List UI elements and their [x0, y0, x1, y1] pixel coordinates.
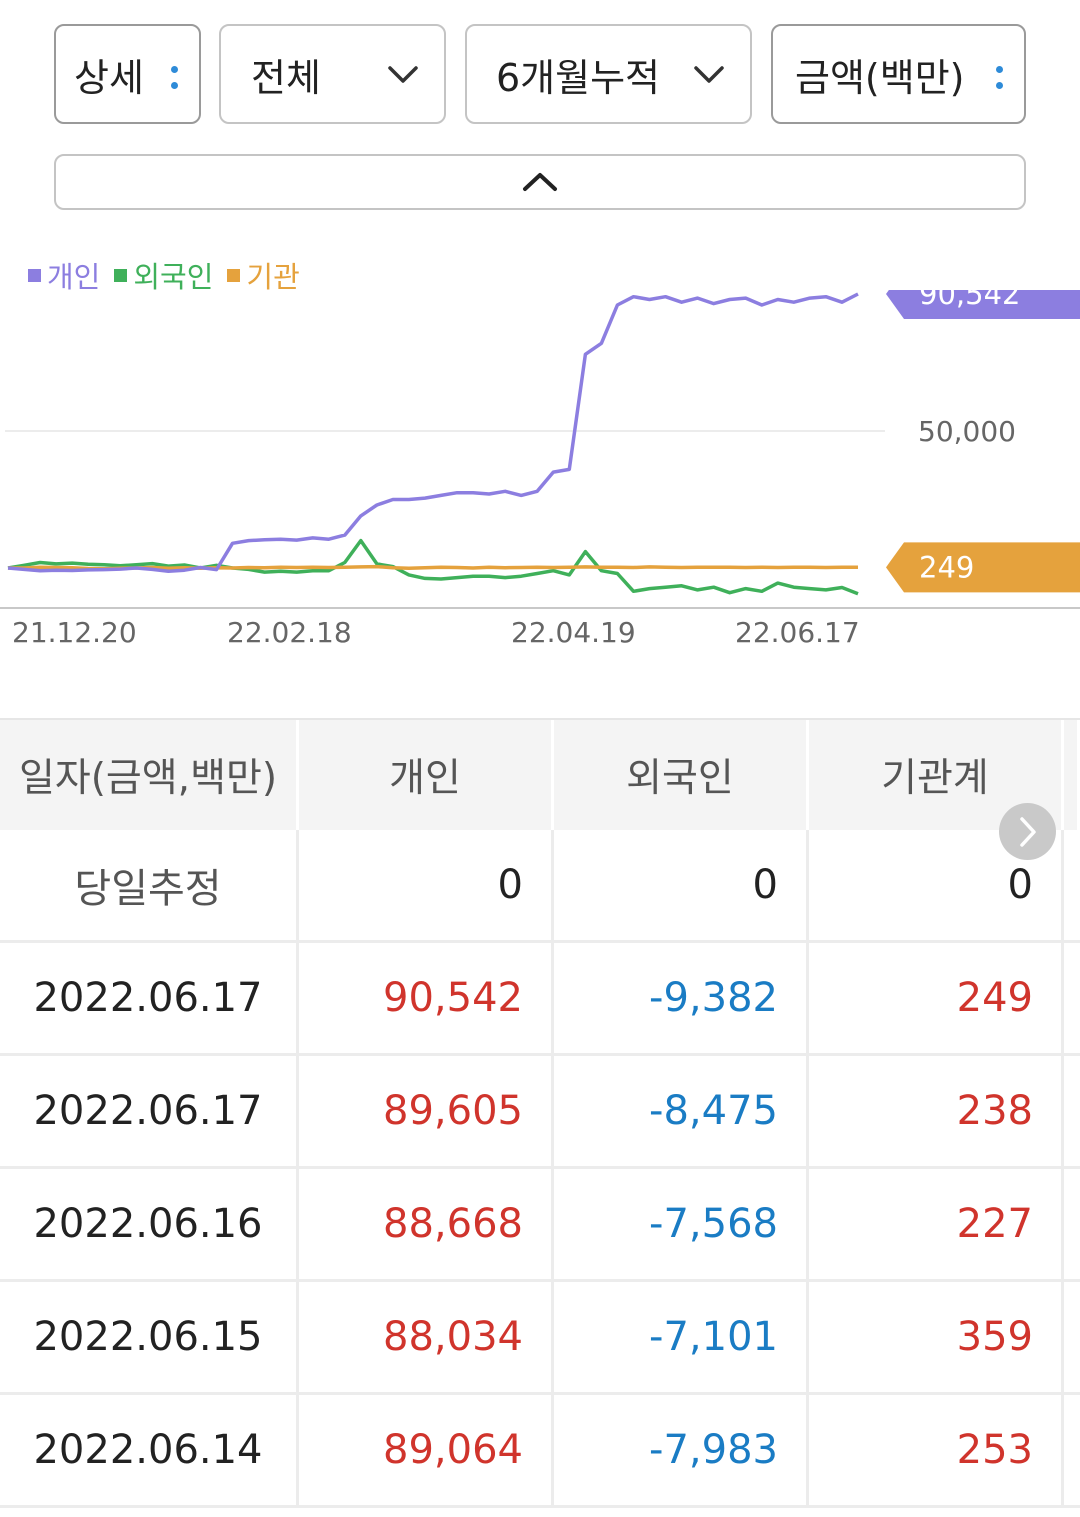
- legend-label-individual: 개인: [47, 260, 101, 294]
- table-row: 2022.06.15 88,034 -7,101 359: [0, 1282, 1080, 1395]
- header-foreign: 외국인: [554, 720, 809, 830]
- row-individual: 89,064: [299, 1395, 554, 1505]
- svg-text:90,542: 90,542: [919, 290, 1020, 311]
- chevron-right-icon: [1019, 816, 1036, 847]
- x-tick-label: 21.12.20: [12, 616, 137, 649]
- chart-legend: 개인 외국인 기관: [28, 254, 314, 296]
- investor-trend-table: 일자(금액,백만) 개인 외국인 기관계 당일추정 0 0 0 2022.06.…: [0, 718, 1080, 1508]
- last-value-badge: 90,542: [886, 290, 1080, 319]
- row-date: 2022.06.17: [0, 943, 299, 1053]
- estimate-individual: 0: [299, 830, 554, 940]
- estimate-foreign: 0: [554, 830, 809, 940]
- row-date: 2022.06.16: [0, 1169, 299, 1279]
- table-header-row: 일자(금액,백만) 개인 외국인 기관계: [0, 718, 1080, 830]
- row-date: 2022.06.17: [0, 1056, 299, 1166]
- row-foreign: -7,101: [554, 1282, 809, 1392]
- row-institution: 359: [809, 1282, 1064, 1392]
- estimate-label: 당일추정: [0, 830, 299, 940]
- legend-item-foreign: 외국인: [114, 254, 213, 296]
- row-foreign: -9,382: [554, 943, 809, 1053]
- row-individual: 88,668: [299, 1169, 554, 1279]
- chevron-up-icon: [523, 173, 557, 191]
- legend-swatch-foreign: [114, 268, 128, 282]
- chevron-down-icon: [388, 66, 418, 83]
- net-buying-chart: 90,542 249 50,000 21.12.20 22.02.18 22.04.19…: [0, 290, 1080, 649]
- row-foreign: -8,475: [554, 1056, 809, 1166]
- legend-label-foreign: 외국인: [133, 260, 214, 294]
- legend-swatch-individual: [28, 268, 41, 282]
- x-tick-label: 22.04.19: [511, 616, 636, 649]
- row-edge: [1064, 1282, 1080, 1392]
- y-tick-label: 50,000: [918, 415, 1016, 448]
- unit-select[interactable]: 금액(백만): [771, 24, 1026, 124]
- row-edge: [1064, 830, 1080, 940]
- last-value-badge: 249: [886, 542, 1080, 593]
- period-select[interactable]: 6개월누적: [465, 24, 752, 124]
- chevron-down-icon: [694, 66, 724, 83]
- table-row: 2022.06.14 89,064 -7,983 253: [0, 1395, 1080, 1508]
- row-individual: 90,542: [299, 943, 554, 1053]
- collapse-filters-button[interactable]: [54, 154, 1026, 210]
- scope-select[interactable]: 전체: [219, 24, 446, 124]
- row-foreign: -7,983: [554, 1395, 809, 1505]
- more-vertical-icon: [996, 66, 1003, 89]
- row-individual: 88,034: [299, 1282, 554, 1392]
- row-edge: [1064, 1056, 1080, 1166]
- table-row: 2022.06.17 90,542 -9,382 249: [0, 943, 1080, 1056]
- row-institution: 227: [809, 1169, 1064, 1279]
- view-select[interactable]: 상세: [54, 24, 201, 124]
- legend-swatch-institution: [227, 268, 241, 282]
- header-individual: 개인: [299, 720, 554, 830]
- view-select-label: 상세: [74, 55, 144, 100]
- row-date: 2022.06.14: [0, 1395, 299, 1505]
- scope-select-label: 전체: [251, 55, 321, 100]
- row-institution: 249: [809, 943, 1064, 1053]
- more-vertical-icon: [171, 66, 178, 89]
- row-foreign: -7,568: [554, 1169, 809, 1279]
- header-date: 일자(금액,백만): [0, 720, 299, 830]
- table-row: 2022.06.16 88,668 -7,568 227: [0, 1169, 1080, 1282]
- period-select-label: 6개월누적: [496, 55, 661, 100]
- scroll-right-button[interactable]: [999, 803, 1056, 860]
- x-tick-label: 22.06.17: [735, 616, 860, 649]
- series-line-0: [7, 292, 859, 574]
- series-line-1: [7, 538, 859, 596]
- header-more: [1064, 720, 1080, 830]
- row-individual: 89,605: [299, 1056, 554, 1166]
- legend-item-individual: 개인: [28, 254, 100, 296]
- row-institution: 238: [809, 1056, 1064, 1166]
- unit-select-label: 금액(백만): [795, 55, 965, 100]
- row-edge: [1064, 1395, 1080, 1505]
- x-tick-label: 22.02.18: [227, 616, 352, 649]
- table-row: 2022.06.17 89,605 -8,475 238: [0, 1056, 1080, 1169]
- legend-label-institution: 기관: [246, 260, 300, 294]
- svg-text:249: 249: [919, 550, 974, 584]
- table-row-estimate: 당일추정 0 0 0: [0, 830, 1080, 943]
- estimate-institution: 0: [809, 830, 1064, 940]
- row-institution: 253: [809, 1395, 1064, 1505]
- legend-item-institution: 기관: [227, 254, 300, 296]
- row-edge: [1064, 943, 1080, 1053]
- row-date: 2022.06.15: [0, 1282, 299, 1392]
- header-institution: 기관계: [809, 720, 1064, 830]
- row-edge: [1064, 1169, 1080, 1279]
